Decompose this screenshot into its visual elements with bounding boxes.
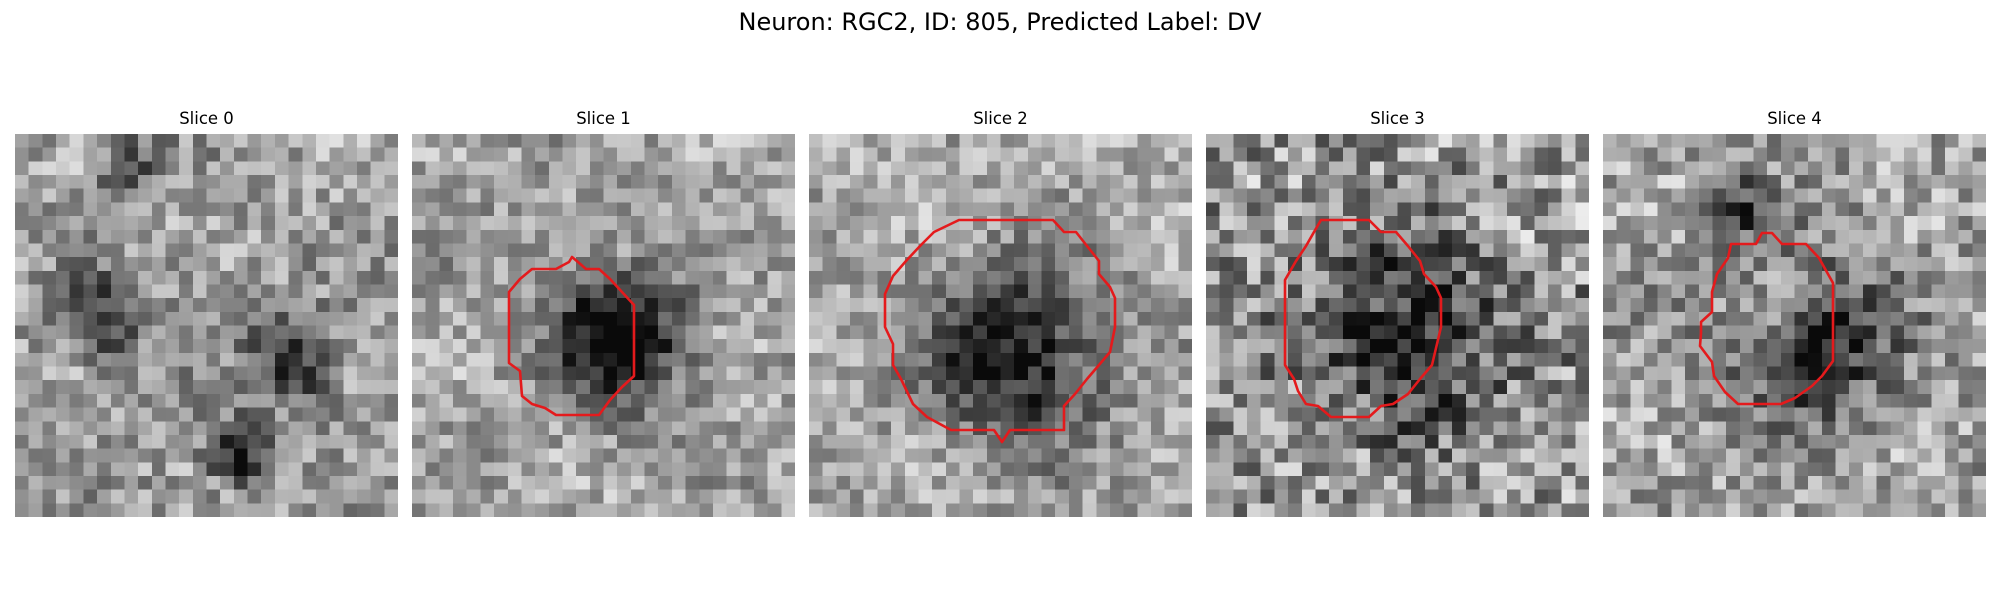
slice-1-contour — [507, 255, 636, 417]
slice-2-contour — [883, 218, 1117, 444]
slice-1-image — [412, 134, 795, 517]
slice-1-contour-overlay — [507, 255, 636, 417]
slice-2-contour-overlay — [883, 218, 1117, 444]
slice-2-panel — [809, 134, 1192, 517]
slice-1-panel — [412, 134, 795, 517]
slice-2-image — [809, 134, 1192, 517]
slice-4-contour — [1698, 231, 1835, 406]
slice-4-panel — [1603, 134, 1986, 517]
slice-4-image — [1603, 134, 1986, 517]
slice-0-panel — [15, 134, 398, 517]
slice-0-title: Slice 0 — [179, 109, 234, 128]
slice-1-title: Slice 1 — [576, 109, 631, 128]
slice-4-title: Slice 4 — [1767, 109, 1822, 128]
slice-3-title: Slice 3 — [1370, 109, 1425, 128]
slice-4-contour-overlay — [1698, 231, 1835, 406]
slice-0-image — [15, 134, 398, 517]
slice-3-panel — [1206, 134, 1589, 517]
figure-title: Neuron: RGC2, ID: 805, Predicted Label: … — [738, 8, 1262, 36]
slice-2-title: Slice 2 — [973, 109, 1028, 128]
slice-3-image — [1206, 134, 1589, 517]
slice-3-contour — [1283, 218, 1443, 419]
slice-3-contour-overlay — [1283, 218, 1443, 419]
